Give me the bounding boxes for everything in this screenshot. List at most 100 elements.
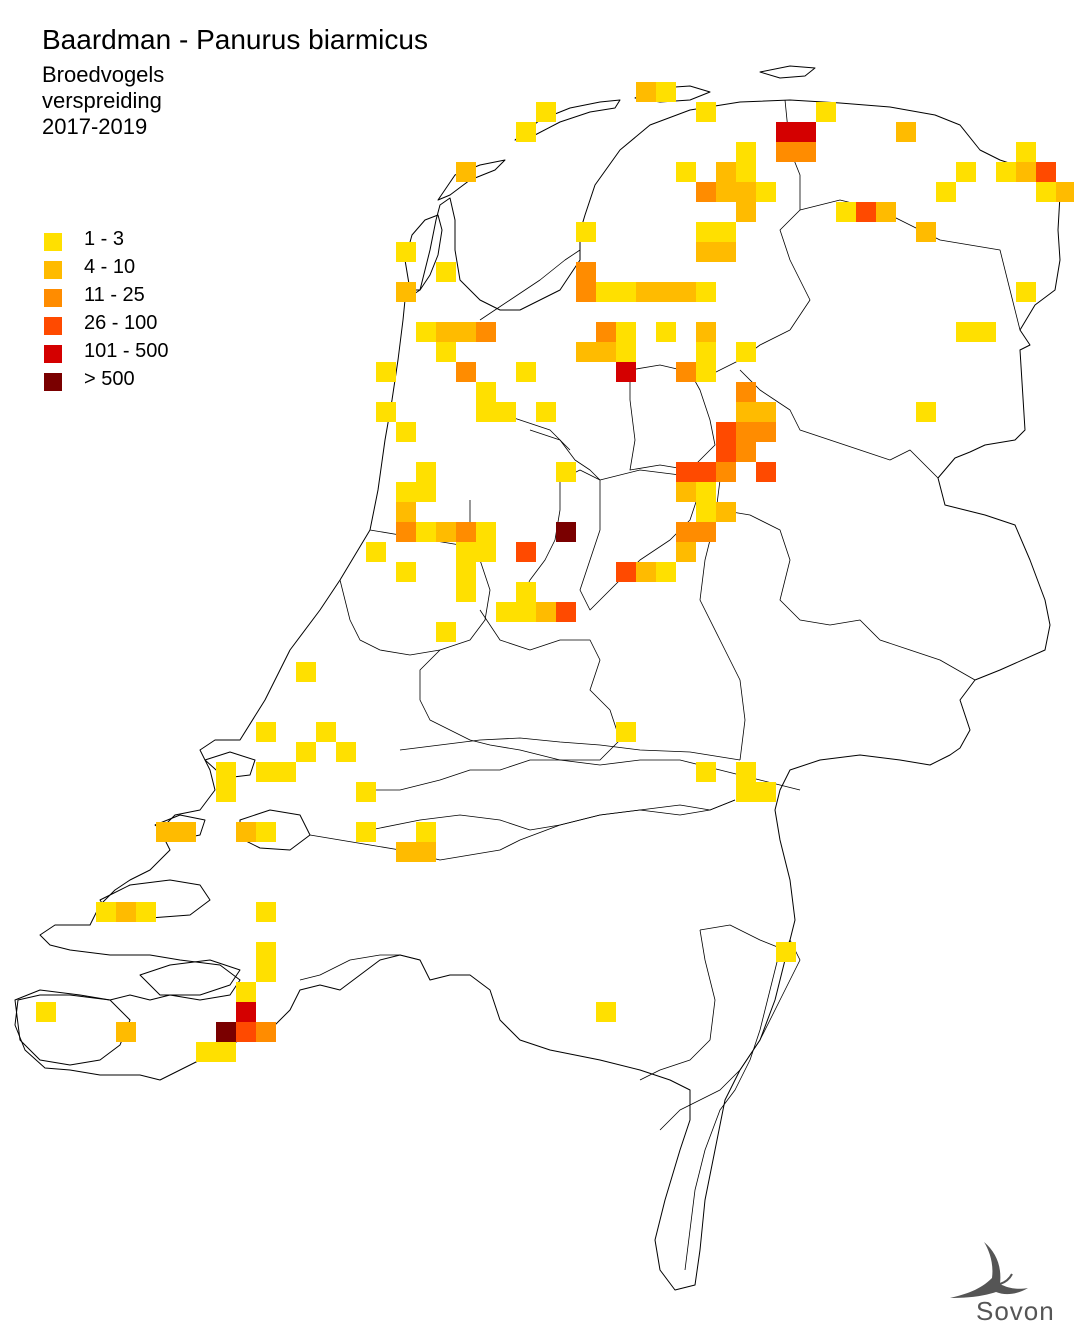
grid-square bbox=[736, 142, 756, 162]
grid-square bbox=[436, 622, 456, 642]
grid-square bbox=[156, 822, 176, 842]
grid-square bbox=[956, 162, 976, 182]
grid-square bbox=[256, 942, 276, 962]
grid-square bbox=[176, 822, 196, 842]
grid-square bbox=[596, 282, 616, 302]
grid-square bbox=[576, 222, 596, 242]
grid-square bbox=[496, 602, 516, 622]
grid-square bbox=[676, 282, 696, 302]
grid-square bbox=[416, 822, 436, 842]
grid-square bbox=[236, 822, 256, 842]
grid-square bbox=[376, 402, 396, 422]
grid-square bbox=[576, 282, 596, 302]
grid-square bbox=[616, 722, 636, 742]
grid-square bbox=[616, 342, 636, 362]
grid-square bbox=[696, 222, 716, 242]
grid-square bbox=[736, 382, 756, 402]
river-maas-limburg bbox=[684, 949, 781, 1271]
border-limburg-west bbox=[639, 929, 716, 1081]
grid-square bbox=[516, 122, 536, 142]
grid-square bbox=[476, 402, 496, 422]
grid-square bbox=[576, 262, 596, 282]
grid-square bbox=[676, 542, 696, 562]
island-zuid-beveland bbox=[139, 959, 241, 996]
grid-square bbox=[956, 322, 976, 342]
grid-square bbox=[796, 142, 816, 162]
grid-square bbox=[616, 282, 636, 302]
grid-square bbox=[236, 982, 256, 1002]
legend-label: 101 - 500 bbox=[84, 340, 169, 362]
grid-square bbox=[756, 782, 776, 802]
grid-square bbox=[676, 162, 696, 182]
grid-square bbox=[476, 522, 496, 542]
legend-label: 26 - 100 bbox=[84, 312, 158, 334]
legend-swatch bbox=[44, 233, 62, 251]
grid-square bbox=[676, 522, 696, 542]
subtitle-line-3: 2017-2019 bbox=[42, 114, 148, 139]
grid-square bbox=[836, 202, 856, 222]
grid-square bbox=[556, 462, 576, 482]
grid-square bbox=[596, 342, 616, 362]
grid-square bbox=[396, 522, 416, 542]
country-outline bbox=[14, 99, 1061, 1291]
grid-square bbox=[696, 762, 716, 782]
grid-square bbox=[736, 762, 756, 782]
border-south-holland-brabant bbox=[309, 799, 736, 861]
grid-square bbox=[476, 322, 496, 342]
grid-square bbox=[116, 1022, 136, 1042]
grid-square bbox=[676, 482, 696, 502]
legend-swatch bbox=[44, 289, 62, 307]
grid-square bbox=[316, 722, 336, 742]
grid-square bbox=[696, 342, 716, 362]
grid-square bbox=[256, 822, 276, 842]
grid-square bbox=[456, 522, 476, 542]
grid-square bbox=[736, 422, 756, 442]
grid-square bbox=[1056, 182, 1074, 202]
grid-square bbox=[696, 282, 716, 302]
grid-square bbox=[896, 122, 916, 142]
legend-swatch bbox=[44, 345, 62, 363]
border-amsterdam-area bbox=[529, 429, 601, 481]
grid-square bbox=[456, 562, 476, 582]
grid-square bbox=[656, 562, 676, 582]
grid-square bbox=[1036, 162, 1056, 182]
grid-square bbox=[776, 942, 796, 962]
grid-square bbox=[716, 182, 736, 202]
grid-square bbox=[616, 562, 636, 582]
subtitle-line-1: Broedvogels bbox=[42, 62, 165, 87]
island-walcheren bbox=[14, 989, 131, 1066]
grid-square bbox=[696, 522, 716, 542]
grid-square bbox=[816, 102, 836, 122]
grid-square bbox=[856, 202, 876, 222]
grid-square bbox=[396, 562, 416, 582]
grid-square bbox=[736, 782, 756, 802]
grid-square bbox=[436, 522, 456, 542]
legend-swatch bbox=[44, 373, 62, 391]
grid-square bbox=[736, 402, 756, 422]
grid-square bbox=[516, 602, 536, 622]
grid-square bbox=[416, 482, 436, 502]
grid-square bbox=[536, 402, 556, 422]
grid-square bbox=[656, 82, 676, 102]
border-zeeland-brabant bbox=[299, 954, 421, 981]
grid-square bbox=[416, 462, 436, 482]
grid-square bbox=[336, 742, 356, 762]
grid-square bbox=[396, 422, 416, 442]
legend-label: 1 - 3 bbox=[84, 228, 125, 250]
grid-square bbox=[236, 1002, 256, 1022]
grid-square bbox=[696, 102, 716, 122]
grid-square bbox=[476, 382, 496, 402]
grid-square bbox=[256, 1022, 276, 1042]
grid-square bbox=[996, 162, 1016, 182]
grid-square bbox=[756, 422, 776, 442]
grid-square bbox=[516, 542, 536, 562]
grid-square bbox=[736, 342, 756, 362]
grid-square bbox=[556, 522, 576, 542]
grid-square bbox=[676, 362, 696, 382]
grid-square bbox=[716, 242, 736, 262]
grid-square bbox=[696, 322, 716, 342]
grid-square bbox=[456, 582, 476, 602]
grid-square bbox=[396, 482, 416, 502]
grid-square bbox=[296, 742, 316, 762]
